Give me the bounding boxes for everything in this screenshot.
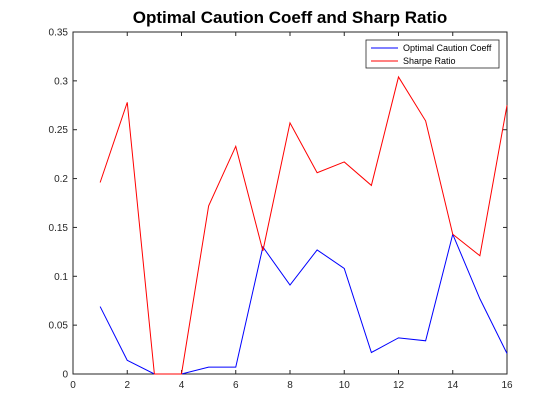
legend-box <box>365 39 500 69</box>
x-tick-label: 14 <box>447 380 459 391</box>
y-tick-label: 0.25 <box>49 125 69 136</box>
x-tick-label: 2 <box>124 380 130 391</box>
x-tick-label: 0 <box>70 380 76 391</box>
series-lines <box>99 75 508 375</box>
x-tick-label: 4 <box>179 380 185 391</box>
chart-title: Optimal Caution Coeff and Sharp Ratio <box>133 8 448 27</box>
y-tick-label: 0.15 <box>49 223 69 234</box>
y-tick-label: 0.1 <box>54 272 68 283</box>
y-tick-label: 0.3 <box>54 76 68 87</box>
legend-label-sharpe: Sharpe Ratio <box>403 56 456 66</box>
x-tick-label: 12 <box>393 380 405 391</box>
plot-area <box>72 31 508 375</box>
x-tick-label: 16 <box>501 380 513 391</box>
x-tick-label: 8 <box>287 380 293 391</box>
y-tick-label: 0.05 <box>49 321 69 332</box>
y-tick-label: 0.35 <box>49 28 69 39</box>
y-tick-label: 0.2 <box>54 174 68 185</box>
x-tick-label: 10 <box>339 380 351 391</box>
axis-ticks: 0 2 4 6 8 10 12 14 16 0 0.05 0.1 0.15 0.2 0.25 0.3 0.35 <box>49 28 513 392</box>
legend-label-caution: Optimal Caution Coeff <box>403 43 492 53</box>
legend: Optimal Caution Coeff Sharpe Ratio <box>365 39 500 69</box>
x-tick-label: 6 <box>233 380 239 391</box>
y-tick-label: 0 <box>62 370 68 381</box>
series-line-sharpe <box>99 75 508 375</box>
